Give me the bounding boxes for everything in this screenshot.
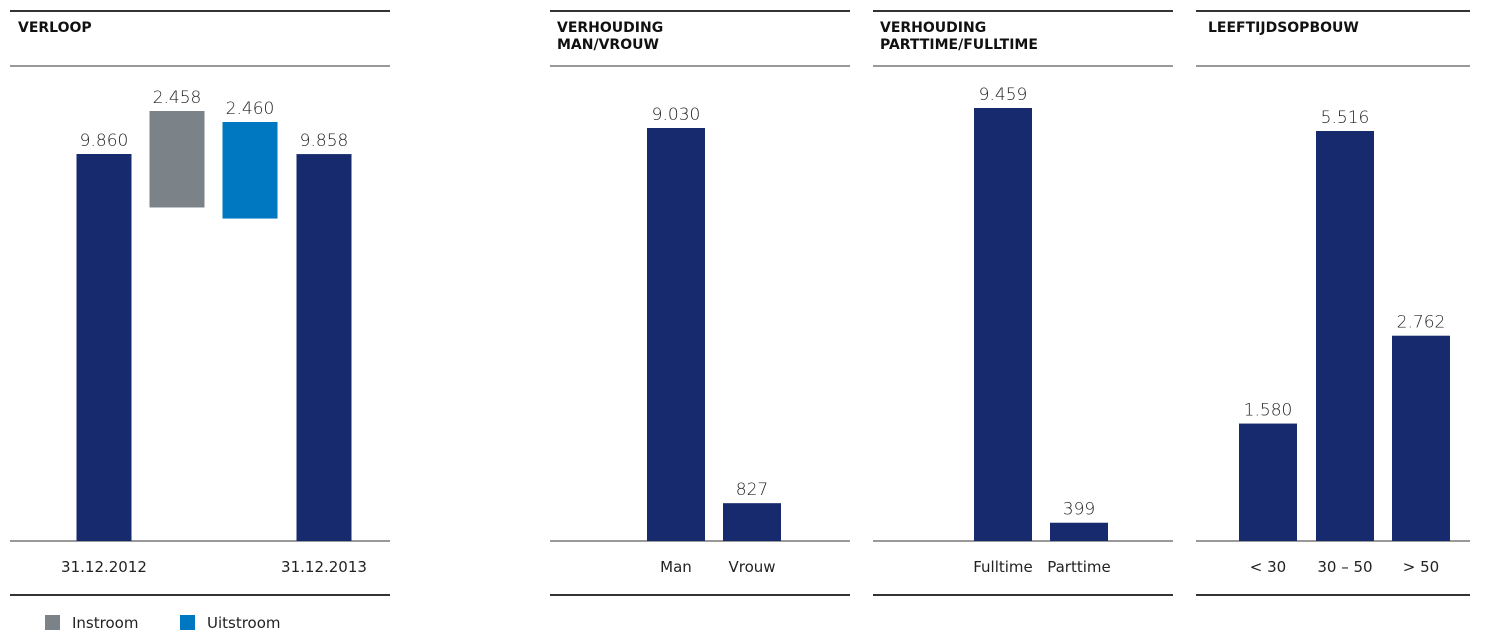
bar xyxy=(76,154,132,541)
category-label: Fulltime xyxy=(973,558,1033,576)
value-label: 9.858 xyxy=(300,131,349,151)
value-label: 2.460 xyxy=(226,99,275,119)
bar xyxy=(1392,335,1450,541)
bar xyxy=(723,503,781,541)
chart-title: VERHOUDING PARTTIME/FULLTIME xyxy=(880,20,1038,53)
category-label: 30 – 50 xyxy=(1317,558,1372,576)
value-label: 5.516 xyxy=(1321,108,1370,128)
chart-title: VERLOOP xyxy=(18,20,92,36)
category-label: 31.12.2013 xyxy=(281,558,367,576)
value-label: 399 xyxy=(1063,500,1095,520)
category-label: < 30 xyxy=(1250,558,1286,576)
chart-title: LEEFTIJDSOPBOUW xyxy=(1208,20,1359,36)
value-label: 1.580 xyxy=(1244,401,1293,421)
chart-title: VERHOUDING MAN/VROUW xyxy=(557,20,664,53)
value-label: 9.030 xyxy=(652,105,701,125)
category-label: Vrouw xyxy=(728,558,775,576)
category-label: Parttime xyxy=(1047,558,1111,576)
value-label: 827 xyxy=(736,480,768,500)
bar xyxy=(149,111,205,208)
legend-swatch xyxy=(45,615,60,630)
bar xyxy=(1050,522,1108,541)
bar xyxy=(222,122,278,219)
category-label: 31.12.2012 xyxy=(61,558,147,576)
bar xyxy=(1239,423,1297,541)
value-label: 9.459 xyxy=(979,85,1028,105)
bar xyxy=(296,154,352,542)
legend-label: Uitstroom xyxy=(207,614,281,632)
value-label: 2.762 xyxy=(1397,313,1446,333)
category-label: Man xyxy=(660,558,692,576)
legend-swatch xyxy=(180,615,195,630)
value-label: 9.860 xyxy=(80,131,129,151)
bar xyxy=(1316,131,1374,541)
bar xyxy=(647,128,705,541)
bar xyxy=(974,108,1032,541)
legend-label: Instroom xyxy=(72,614,138,632)
category-label: > 50 xyxy=(1403,558,1439,576)
value-label: 2.458 xyxy=(153,88,202,108)
